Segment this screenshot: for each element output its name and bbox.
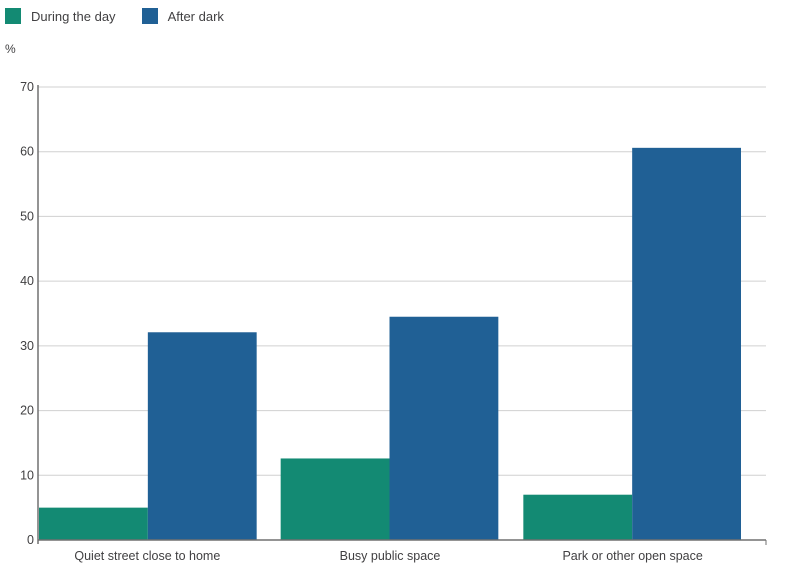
y-axis-unit-label: %	[5, 42, 16, 56]
bar-dark-2[interactable]	[389, 316, 499, 540]
x-tick-label-2: Busy public space	[340, 549, 441, 563]
y-tick-label-50: 50	[20, 209, 34, 223]
legend-swatch-after-dark	[141, 8, 158, 24]
y-tick-label-40: 40	[20, 274, 34, 288]
bar-day-1[interactable]	[39, 507, 148, 540]
bar-dark-1[interactable]	[147, 332, 257, 540]
y-tick-label-10: 10	[20, 468, 34, 482]
legend-label-during-the-day: During the day	[31, 8, 116, 24]
y-tick-label-20: 20	[20, 404, 34, 418]
legend-swatch-during-the-day	[5, 8, 21, 24]
y-tick-label-70: 70	[20, 80, 34, 94]
legend-item-during-the-day[interactable]: During the day	[5, 8, 116, 24]
y-tick-label-60: 60	[20, 145, 34, 159]
legend-label-after-dark: After dark	[167, 8, 224, 24]
y-tick-label-0: 0	[27, 533, 34, 547]
x-tick-label-3: Park or other open space	[562, 549, 702, 563]
chart-legend: During the day After dark	[5, 6, 224, 26]
bar-day-2[interactable]	[280, 458, 390, 540]
bar-dark-3[interactable]	[632, 147, 741, 540]
bar-day-3[interactable]	[523, 494, 633, 540]
x-tick-label-1: Quiet street close to home	[74, 549, 220, 563]
legend-item-after-dark[interactable]: After dark	[141, 8, 224, 24]
y-tick-label-30: 30	[20, 339, 34, 353]
